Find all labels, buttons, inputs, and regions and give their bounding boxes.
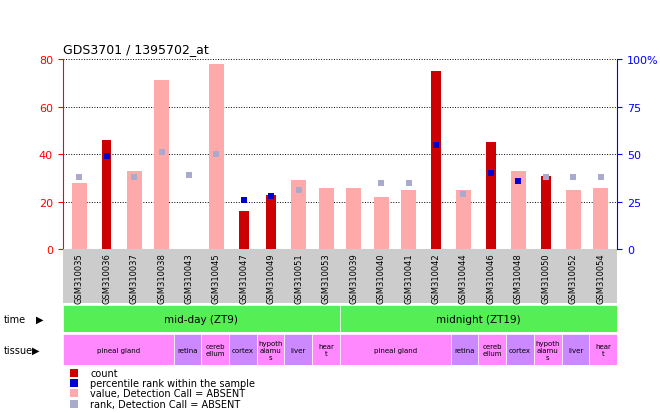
Bar [456,190,471,250]
Bar [291,181,306,250]
Bar [267,195,276,250]
Text: tissue: tissue [3,345,32,355]
Bar [506,335,534,366]
Text: liver: liver [290,347,306,353]
Text: retina: retina [177,347,198,353]
Text: retina: retina [454,347,475,353]
Text: cereb
ellum: cereb ellum [482,344,502,356]
Text: GSM310053: GSM310053 [321,253,331,303]
Text: GSM310043: GSM310043 [184,253,193,303]
Bar [209,64,224,250]
Bar [589,335,617,366]
Bar [127,171,142,250]
Text: pineal gland: pineal gland [374,347,417,353]
Text: GSM310050: GSM310050 [541,253,550,303]
Text: ▶: ▶ [32,345,39,355]
Text: GSM310042: GSM310042 [432,253,440,303]
Bar [257,335,284,366]
Bar [102,140,112,250]
Text: ▶: ▶ [36,314,44,324]
Bar [346,188,361,250]
Text: mid-day (ZT9): mid-day (ZT9) [164,314,238,324]
Bar [593,188,608,250]
Bar [174,335,201,366]
Bar [312,335,340,366]
Bar [201,335,229,366]
Bar [562,335,589,366]
Text: cortex: cortex [509,347,531,353]
Text: GSM310047: GSM310047 [240,253,248,303]
Text: hypoth
alamu
s: hypoth alamu s [535,340,560,360]
Text: GSM310040: GSM310040 [377,253,385,303]
Bar [63,306,340,332]
Bar [229,335,257,366]
Text: pineal gland: pineal gland [96,347,140,353]
Bar [72,183,86,250]
Bar [340,306,617,332]
Text: hear
t: hear t [318,344,334,356]
Text: time: time [3,314,26,324]
Bar [451,335,478,366]
Text: percentile rank within the sample: percentile rank within the sample [90,378,255,388]
Bar [63,335,174,366]
Bar [319,188,334,250]
Text: GSM310048: GSM310048 [513,253,523,303]
Bar [340,335,451,366]
Text: GSM310051: GSM310051 [294,253,303,303]
Text: GSM310044: GSM310044 [459,253,468,303]
Text: GSM310045: GSM310045 [212,253,221,303]
Text: midnight (ZT19): midnight (ZT19) [436,314,521,324]
Text: hypoth
alamu
s: hypoth alamu s [258,340,283,360]
Text: GSM310038: GSM310038 [157,253,166,303]
Text: GDS3701 / 1395702_at: GDS3701 / 1395702_at [63,43,209,56]
Bar [486,143,496,250]
Text: GSM310046: GSM310046 [486,253,496,303]
Bar [154,81,169,250]
Text: cereb
ellum: cereb ellum [205,344,225,356]
Bar [239,212,249,250]
Text: hear
t: hear t [595,344,611,356]
Bar [534,335,562,366]
Bar [541,176,550,250]
Text: count: count [90,368,118,378]
Text: GSM310036: GSM310036 [102,253,111,303]
Text: GSM310039: GSM310039 [349,253,358,303]
Text: cortex: cortex [232,347,254,353]
Bar [401,190,416,250]
Bar [478,335,506,366]
Text: GSM310035: GSM310035 [75,253,84,303]
Text: GSM310052: GSM310052 [569,253,578,303]
Bar [566,190,581,250]
Text: GSM310049: GSM310049 [267,253,276,303]
Text: rank, Detection Call = ABSENT: rank, Detection Call = ABSENT [90,399,241,409]
Bar [431,72,441,250]
Bar [511,171,526,250]
Text: GSM310054: GSM310054 [596,253,605,303]
Bar [374,197,389,250]
Text: liver: liver [568,347,583,353]
Bar [284,335,312,366]
Text: value, Detection Call = ABSENT: value, Detection Call = ABSENT [90,388,246,399]
Text: GSM310041: GSM310041 [404,253,413,303]
Text: GSM310037: GSM310037 [129,253,139,303]
